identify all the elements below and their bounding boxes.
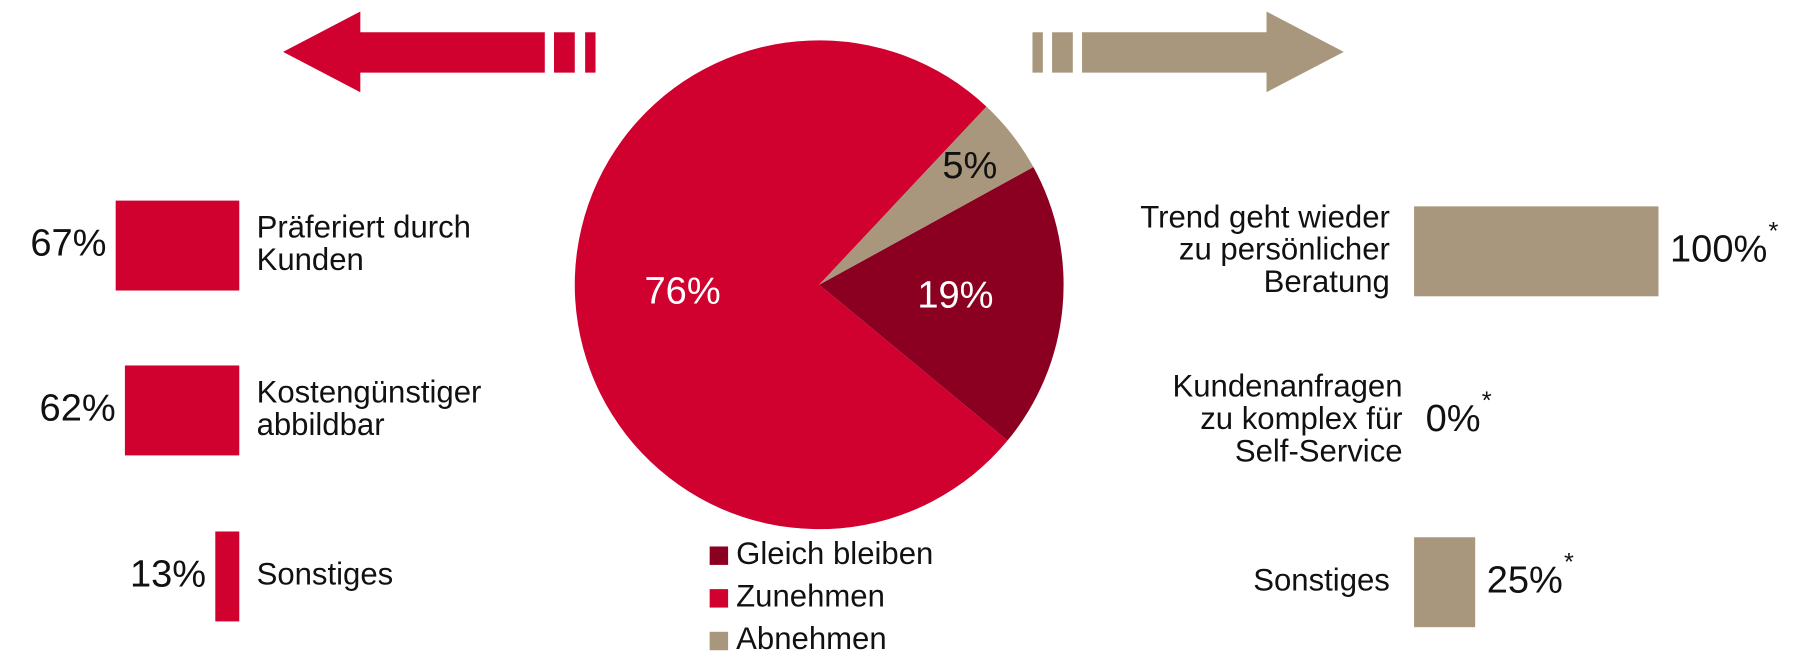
left-arrow <box>283 11 596 93</box>
value-label: 25% <box>1487 559 1563 601</box>
legend-swatch <box>709 631 729 651</box>
arrow-body <box>283 11 545 93</box>
arrow-dash <box>554 32 575 73</box>
footnote-mark: * <box>1564 548 1574 576</box>
bar <box>215 531 240 622</box>
footnote-mark: * <box>1482 387 1492 415</box>
pie-slice <box>819 106 1034 285</box>
category-label: zu persönlicher <box>1179 232 1390 267</box>
legend-swatch <box>709 589 729 608</box>
bar <box>1414 537 1476 628</box>
category-label: Kostengünstiger <box>257 375 482 410</box>
category-label: Trend geht wieder <box>1140 199 1390 234</box>
legend-swatch <box>709 546 729 565</box>
value-label: 0% <box>1426 398 1481 440</box>
value-label: 67% <box>30 223 106 265</box>
value-label: 62% <box>40 387 116 429</box>
bar <box>1414 206 1659 297</box>
bar <box>115 200 240 291</box>
slice-label: 19% <box>917 275 993 317</box>
pie-slice <box>574 40 1008 530</box>
bar <box>124 365 240 456</box>
category-label: Präferiert durch <box>257 210 471 245</box>
pie-slice <box>819 167 1064 441</box>
right-arrow <box>1032 11 1344 93</box>
footnote-mark: * <box>1768 218 1778 246</box>
category-label: abbildbar <box>257 407 385 442</box>
arrow-dash <box>1052 32 1073 73</box>
category-label: zu komplex für <box>1200 401 1402 436</box>
value-label: 13% <box>130 553 206 595</box>
category-label: Self-Service <box>1235 433 1403 468</box>
category-label: Beratung <box>1264 264 1390 299</box>
arrow-dash <box>585 32 596 73</box>
legend-label: Gleich bleiben <box>736 536 933 571</box>
arrow-body <box>1082 11 1344 93</box>
category-label: Sonstiges <box>257 557 394 592</box>
category-label: Sonstiges <box>1253 562 1390 597</box>
slice-label: 5% <box>942 145 997 187</box>
arrow-dash <box>1032 32 1043 73</box>
value-label: 100% <box>1670 228 1767 270</box>
category-label: Kundenanfragen <box>1172 369 1402 404</box>
category-label: Kunden <box>257 242 364 277</box>
legend-label: Abnehmen <box>736 621 886 656</box>
slice-label: 76% <box>645 270 721 312</box>
legend-label: Zunehmen <box>736 579 885 614</box>
